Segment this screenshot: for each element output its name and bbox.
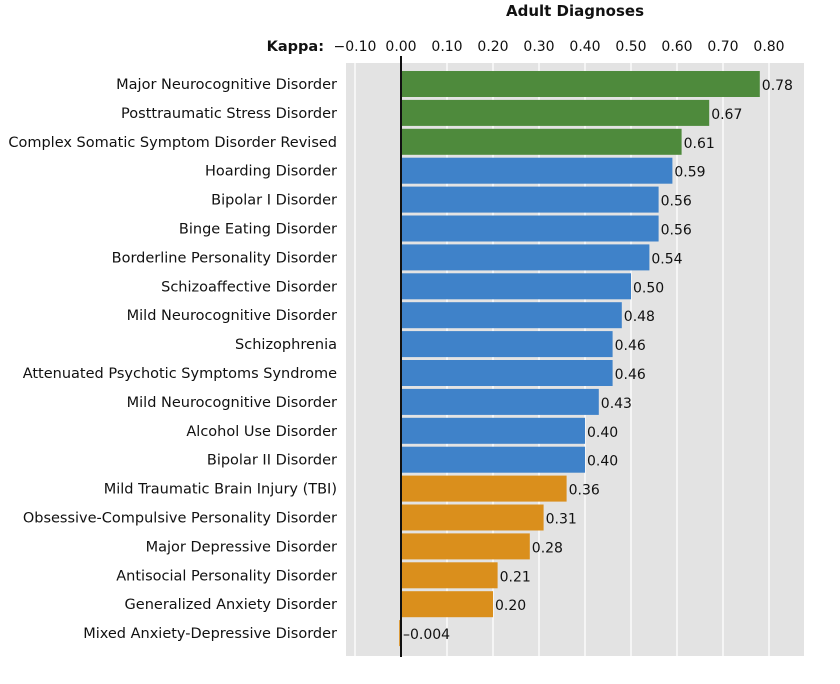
bar-5 xyxy=(401,186,659,213)
category-label: Posttraumatic Stress Disorder xyxy=(121,106,337,122)
category-label: Mixed Anxiety-Depressive Disorder xyxy=(83,626,337,642)
value-label: 0.40 xyxy=(587,425,618,441)
tick-label: 0.80 xyxy=(753,39,784,55)
value-label: 0.46 xyxy=(615,367,646,383)
category-label: Obsessive-Compulsive Personality Disorde… xyxy=(23,511,337,527)
tick-label: 0.00 xyxy=(385,39,416,55)
value-label: 0.31 xyxy=(546,512,577,528)
bar-7 xyxy=(401,244,650,271)
bar-9 xyxy=(401,302,622,329)
value-label: 0.36 xyxy=(569,483,600,499)
tick-label: 0.70 xyxy=(707,39,738,55)
tick-label: 0.30 xyxy=(523,39,554,55)
tick-label: 0.20 xyxy=(477,39,508,55)
bar-13 xyxy=(401,417,585,444)
category-label: Attenuated Psychotic Symptoms Syndrome xyxy=(23,366,337,382)
category-label: Bipolar I Disorder xyxy=(211,193,337,209)
category-label: Alcohol Use Disorder xyxy=(186,424,337,440)
category-label: Mild Neurocognitive Disorder xyxy=(127,308,337,324)
tick-labels: −0.10 0.00 0.10 0.20 0.30 0.40 0.50 0.60 0.70 0.8… xyxy=(334,39,785,55)
value-label: 0.20 xyxy=(495,598,526,614)
category-label: Complex Somatic Symptom Disorder Revised xyxy=(8,135,337,151)
tick-label: 0.40 xyxy=(569,39,600,55)
value-label: 0.40 xyxy=(587,454,618,470)
value-label: 0.21 xyxy=(500,569,531,585)
value-label: 0.46 xyxy=(615,338,646,354)
value-label: 0.43 xyxy=(601,396,632,412)
bar-2 xyxy=(401,99,710,126)
bar-14 xyxy=(401,446,585,473)
bar-12 xyxy=(401,388,599,415)
value-label: 0.48 xyxy=(624,309,655,325)
value-label: 0.50 xyxy=(633,280,664,296)
value-label: 0.56 xyxy=(661,223,692,239)
bar-19 xyxy=(401,591,493,618)
category-label: Mild Traumatic Brain Injury (TBI) xyxy=(104,482,337,498)
category-label: Major Neurocognitive Disorder xyxy=(116,77,337,93)
category-label: Schizophrenia xyxy=(235,337,337,353)
bar-16 xyxy=(401,504,544,531)
bar-18 xyxy=(401,562,498,589)
bar-17 xyxy=(401,533,530,560)
bar-1 xyxy=(401,71,760,97)
value-label: 0.59 xyxy=(674,165,705,181)
category-label: Borderline Personality Disorder xyxy=(112,250,337,266)
category-label: Antisocial Personality Disorder xyxy=(116,568,337,584)
value-label: 0.61 xyxy=(684,136,715,152)
category-label: Major Depressive Disorder xyxy=(146,539,337,555)
tick-label: −0.10 xyxy=(334,39,377,55)
category-labels: Major Neurocognitive Disorder Posttraumat… xyxy=(8,77,337,642)
bar-3 xyxy=(401,128,682,155)
bar-8 xyxy=(401,273,631,300)
chart-title: Adult Diagnoses xyxy=(506,2,644,20)
category-label: Schizoaffective Disorder xyxy=(161,279,337,295)
value-label: –0.004 xyxy=(403,627,450,643)
bars xyxy=(399,71,760,647)
bar-15 xyxy=(401,475,567,502)
value-label: 0.54 xyxy=(651,251,682,267)
value-label: 0.28 xyxy=(532,540,563,556)
tick-label: 0.60 xyxy=(661,39,692,55)
tick-label: 0.50 xyxy=(615,39,646,55)
value-label: 0.78 xyxy=(762,78,793,94)
bar-6 xyxy=(401,215,659,242)
category-label: Mild Neurocognitive Disorder xyxy=(127,395,337,411)
value-labels: 0.78 0.67 0.61 0.59 0.56 0.56 0.54 0.50 0.48 0.46… xyxy=(403,78,793,643)
category-label: Bipolar II Disorder xyxy=(207,453,337,469)
value-label: 0.56 xyxy=(661,194,692,210)
value-label: 0.67 xyxy=(711,107,742,123)
category-label: Hoarding Disorder xyxy=(205,164,337,180)
tick-label: 0.10 xyxy=(431,39,462,55)
bar-10 xyxy=(401,331,613,358)
bar-4 xyxy=(401,157,673,184)
category-label: Binge Eating Disorder xyxy=(179,222,337,238)
axis-label: Kappa: xyxy=(267,39,324,55)
category-label: Generalized Anxiety Disorder xyxy=(125,597,337,613)
bar-11 xyxy=(401,360,613,386)
